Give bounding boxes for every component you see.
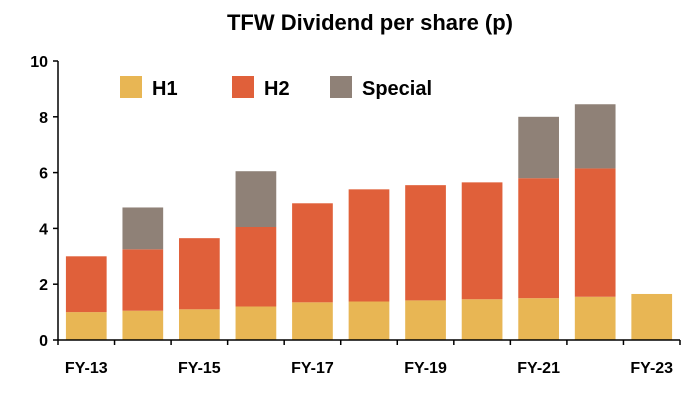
bar-h1-fy-17 (292, 302, 333, 340)
y-tick-label: 0 (39, 333, 48, 350)
y-tick-label: 10 (30, 54, 48, 71)
bar-h2-fy-22 (574, 168, 616, 297)
legend-swatch-special (330, 76, 352, 98)
legend: H1 H2 Special (120, 76, 432, 100)
bar-h1-fy-20 (461, 299, 503, 340)
plot-area: 0 2 4 6 8 10 FY-13 FY-15 FY-17 FY-19 FY-21 FY-23 (30, 54, 681, 377)
bar-h2-fy-16 (235, 227, 277, 307)
y-tick-label: 6 (39, 166, 48, 183)
y-tick-label: 2 (39, 277, 48, 294)
bar-h1-fy-19 (405, 300, 446, 340)
bar-special-fy-21 (518, 116, 559, 179)
legend-label-h2: H2 (264, 78, 290, 100)
x-tick-label: FY-13 (65, 360, 108, 377)
x-tick-label: FY-23 (630, 360, 673, 377)
bar-special-fy-14 (122, 207, 164, 250)
bars-layer (65, 104, 673, 340)
bar-h2-fy-18 (348, 189, 390, 302)
legend-label-h1: H1 (152, 78, 178, 100)
y-tick-label: 8 (39, 110, 48, 127)
y-tick-labels: 0 2 4 6 8 10 (30, 54, 48, 350)
bar-h2-fy-20 (461, 182, 503, 300)
x-tick-label: FY-17 (291, 360, 334, 377)
bar-h1-fy-18 (348, 301, 390, 340)
legend-label-special: Special (362, 78, 432, 100)
bar-h1-fy-22 (574, 296, 616, 340)
bar-h1-fy-16 (235, 306, 277, 340)
legend-swatch-h2 (232, 76, 254, 98)
axes-layer (53, 60, 681, 345)
y-tick-label: 4 (39, 221, 48, 238)
bar-h1-fy-23 (631, 293, 673, 340)
chart-title: TFW Dividend per share (p) (227, 10, 513, 35)
bar-h2-fy-15 (179, 238, 220, 310)
x-tick-label: FY-21 (517, 360, 560, 377)
bar-special-fy-16 (235, 171, 277, 228)
bar-h2-fy-17 (292, 203, 333, 303)
legend-swatch-h1 (120, 76, 142, 98)
bar-h2-fy-21 (518, 178, 559, 299)
bar-h1-fy-14 (122, 310, 164, 340)
x-tick-labels: FY-13 FY-15 FY-17 FY-19 FY-21 FY-23 (65, 360, 673, 377)
bar-h2-fy-14 (122, 249, 164, 311)
bar-h2-fy-19 (405, 185, 446, 301)
x-tick-label: FY-19 (404, 360, 447, 377)
bar-h1-fy-21 (518, 298, 559, 340)
bar-h2-fy-13 (65, 256, 107, 313)
bar-special-fy-22 (574, 104, 616, 169)
bar-h1-fy-13 (65, 312, 107, 340)
bar-h1-fy-15 (179, 309, 220, 340)
x-tick-label: FY-15 (178, 360, 221, 377)
